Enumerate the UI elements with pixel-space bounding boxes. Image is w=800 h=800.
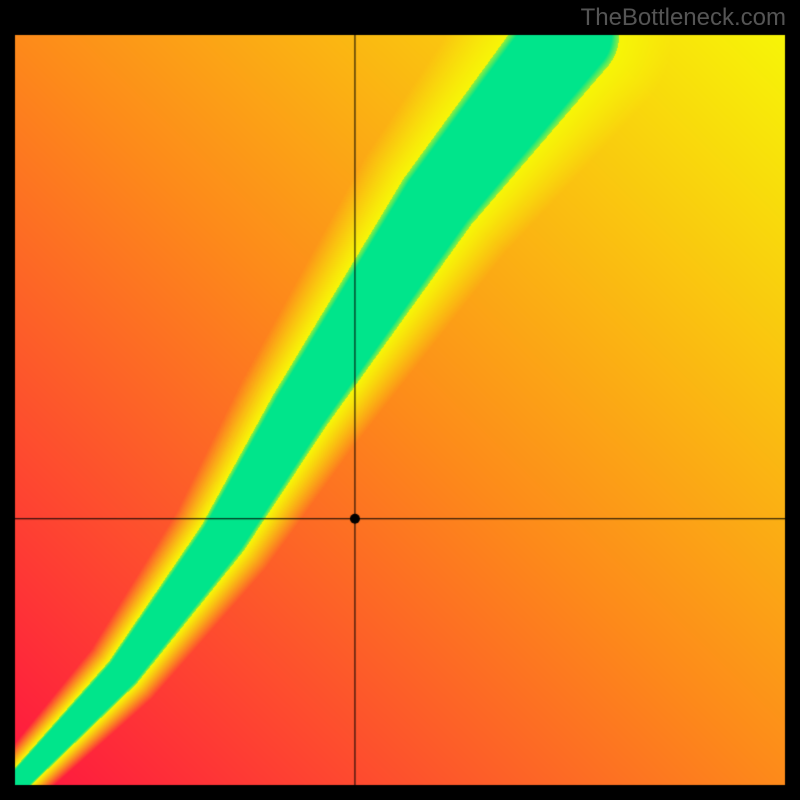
watermark-text: TheBottleneck.com: [581, 4, 786, 32]
heatmap-canvas: [0, 0, 800, 800]
chart-container: TheBottleneck.com: [0, 0, 800, 800]
